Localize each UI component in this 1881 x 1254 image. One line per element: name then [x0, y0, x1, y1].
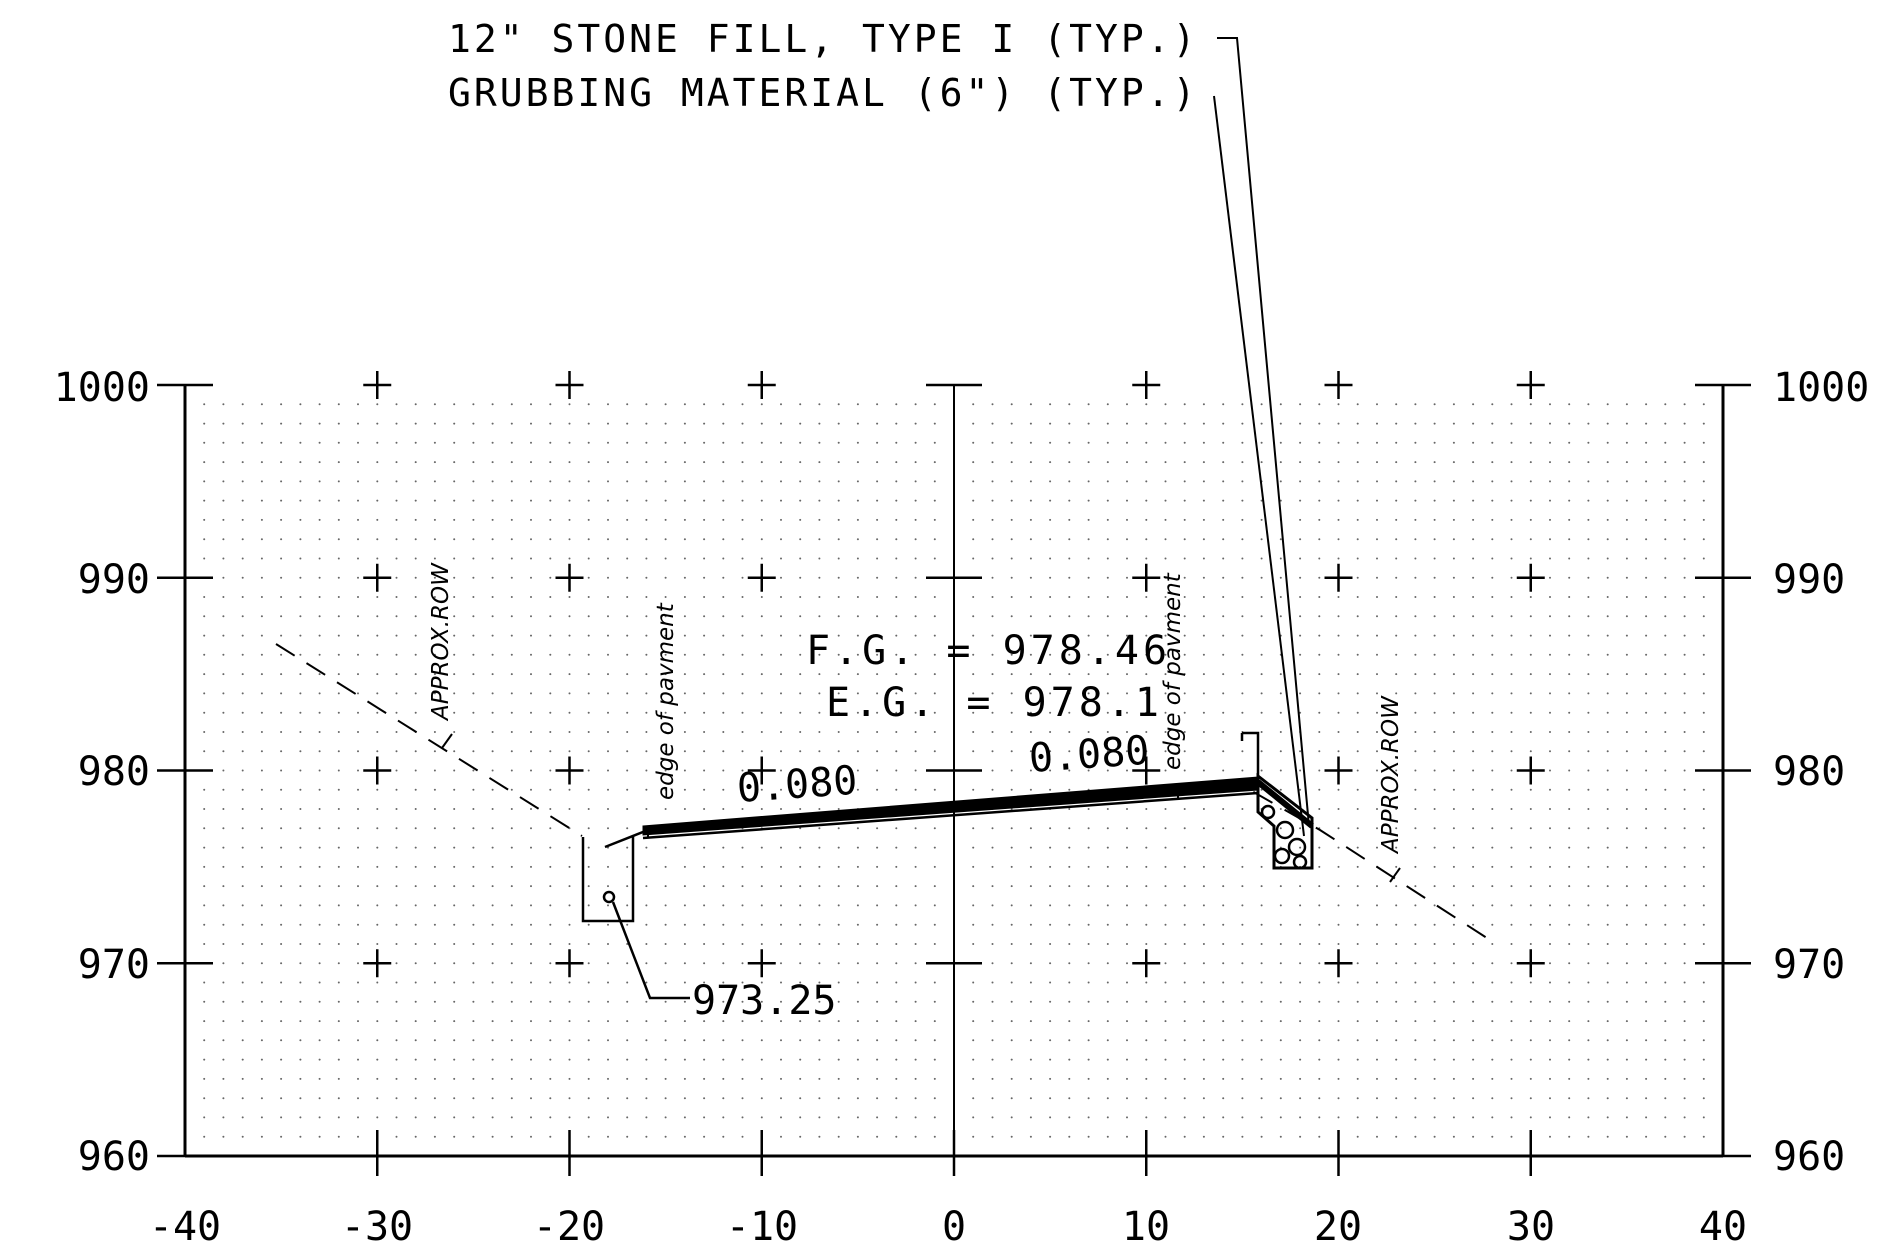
existing-grade-label: E.G. = 978.1 [826, 680, 1163, 726]
finished-grade-label: F.G. = 978.46 [806, 628, 1171, 674]
x-tick-label: 20 [1314, 1204, 1362, 1250]
x-tick-label: -20 [533, 1204, 605, 1250]
stone-fill-detail [1240, 731, 1314, 870]
approx-row-label-left: APPROX.ROW [428, 562, 454, 722]
x-tick-label: 30 [1507, 1204, 1555, 1250]
grubbing-note: GRUBBING MATERIAL (6") (TYP.) [448, 71, 1198, 115]
edge-of-pavement-label-right: edge of pavment [1160, 572, 1186, 770]
stone [1292, 854, 1308, 870]
x-axis-labels: -40 -30 -20 -10 0 10 20 30 40 [149, 1204, 1747, 1250]
existing-ground-line [275, 643, 1491, 941]
approx-row-label-right: APPROX.ROW [1378, 695, 1404, 855]
y-axis-left-labels: 1000 990 980 970 960 [54, 365, 150, 1180]
y-axis-right-labels: 1000 990 980 970 960 [1773, 365, 1869, 1180]
subgrade-line [642, 791, 1259, 840]
ditch [581, 828, 690, 1000]
curb [1242, 731, 1260, 776]
dotted-grid [203, 403, 1705, 1138]
edge-of-pavement-label-left: edge of pavment [653, 602, 679, 800]
y-tick-label-left: 970 [78, 942, 150, 988]
y-tick-label-right: 980 [1773, 749, 1845, 795]
ditch-slope [604, 828, 649, 849]
x-tick-label: 10 [1122, 1204, 1170, 1250]
row-marker-left [441, 733, 453, 749]
y-tick-label-right: 970 [1773, 942, 1845, 988]
stone [1275, 820, 1295, 840]
y-tick-label-right: 960 [1773, 1134, 1845, 1180]
y-tick-label-right: 1000 [1773, 365, 1869, 411]
x-tick-label: 0 [942, 1204, 966, 1250]
x-tick-label: -30 [341, 1204, 413, 1250]
row-markers [441, 733, 1401, 883]
ditch-outline [581, 836, 635, 923]
slope-label-left: 0.080 [735, 758, 858, 812]
ditch-elevation-label: 973.25 [692, 978, 837, 1024]
y-tick-label-left: 1000 [54, 365, 150, 411]
y-tick-label-left: 990 [78, 557, 150, 603]
x-tick-label: 40 [1699, 1204, 1747, 1250]
ditch-leader [611, 901, 690, 1000]
stone-fill-outline [1256, 772, 1314, 870]
grubbing-leader [1213, 95, 1305, 837]
note-leaders [1213, 37, 1310, 837]
row-marker-right [1389, 867, 1401, 883]
x-tick-label: -40 [149, 1204, 221, 1250]
stone-fill-leader [1217, 37, 1310, 827]
stone [1273, 847, 1291, 865]
x-tick-label: -10 [726, 1204, 798, 1250]
y-tick-label-left: 980 [78, 749, 150, 795]
stone-fill-note: 12" STONE FILL, TYPE I (TYP.) [448, 17, 1198, 61]
y-tick-label-left: 960 [78, 1134, 150, 1180]
stone [1287, 837, 1307, 857]
y-tick-label-right: 990 [1773, 557, 1845, 603]
ditch-flowline-marker [602, 890, 616, 904]
slope-label-right: 0.080 [1027, 728, 1150, 782]
pavement-surface [642, 776, 1259, 836]
tick-marks [157, 371, 1751, 1176]
stone [1260, 804, 1276, 820]
grubbing-layer [1256, 779, 1314, 829]
